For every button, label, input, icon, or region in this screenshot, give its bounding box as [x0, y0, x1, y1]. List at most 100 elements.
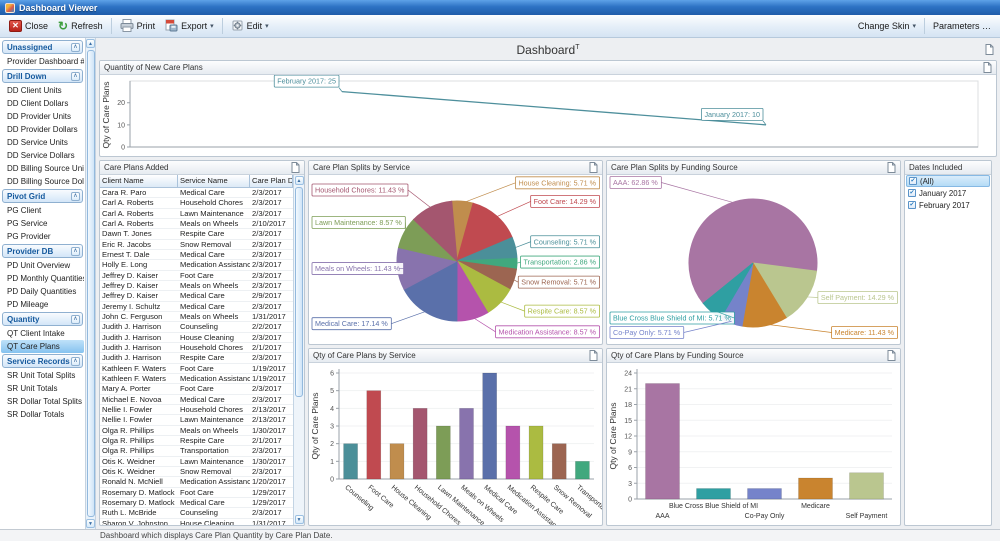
sidebar-item-pg-provider[interactable]: PG Provider [7, 232, 51, 241]
table-row[interactable]: Sharon V. Johnston House Cleaning 1/31/201… [100, 519, 293, 526]
table-row[interactable]: Cara R. Paro Medical Care 2/3/2017 [100, 188, 293, 199]
table-row[interactable]: Kathleen F. Waters Medication Assistance 1… [100, 374, 293, 385]
sidebar-item-pd-mileage[interactable]: PD Mileage [7, 300, 49, 309]
collapse-icon[interactable]: ∧ [71, 42, 80, 52]
table-scrollbar[interactable]: ▲ ▼ [293, 175, 304, 525]
svg-text:Blue Cross Blue Shield of MI:: Blue Cross Blue Shield of MI: 5.71 % [613, 314, 731, 323]
table-row[interactable]: Carl A. Roberts Meals on Wheels 2/10/2017 [100, 219, 293, 230]
table-row[interactable]: Otis K. Weidner Lawn Maintenance 1/30/2017 [100, 457, 293, 467]
sidebar-group-drill-down[interactable]: Drill Down ∧ [2, 69, 83, 83]
table-row[interactable]: Mary A. Porter Foot Care 2/3/2017 [100, 384, 293, 395]
collapse-icon[interactable]: ∧ [71, 356, 80, 366]
sidebar-item-pd-monthly-quantities[interactable]: PD Monthly Quantities [7, 274, 84, 283]
sidebar-item-sr-dollar-total-splits[interactable]: SR Dollar Total Splits [7, 397, 82, 406]
table-row[interactable]: Nellie I. Fowler Household Chores 2/13/201… [100, 405, 293, 416]
table-row[interactable]: Kathleen F. Waters Foot Care 1/19/2017 [100, 364, 293, 374]
collapse-icon[interactable]: ∧ [71, 314, 80, 324]
table-row[interactable]: Jeffrey D. Kaiser Foot Care 2/3/2017 [100, 271, 293, 281]
table-row[interactable]: Ernest T. Dale Medical Care 2/3/2017 [100, 250, 293, 261]
sidebar-item-dd-client-units[interactable]: DD Client Units [7, 86, 62, 95]
scroll-down-icon[interactable]: ▼ [294, 515, 304, 524]
panel-export-icon[interactable] [887, 162, 896, 173]
table-cell: Dawn T. Jones [100, 229, 178, 240]
parameters-button[interactable]: Parameters … [932, 21, 991, 31]
collapse-icon[interactable]: ∧ [71, 246, 80, 256]
sidebar-group-service-records[interactable]: Service Records ∧ [2, 354, 83, 368]
sidebar-item-qt-client-intake[interactable]: QT Client Intake [7, 329, 65, 338]
table-row[interactable]: Otis K. Weidner Snow Removal 2/3/2017 [100, 467, 293, 478]
table-row[interactable]: Judith J. Harrison Respite Care 2/3/2017 [100, 353, 293, 364]
sidebar-item-provider-dashboard-2[interactable]: Provider Dashboard #2 [7, 57, 84, 66]
table-row[interactable]: Judith J. Harrison Household Chores 2/1/20… [100, 343, 293, 354]
table-row[interactable]: Carl A. Roberts Lawn Maintenance 2/3/2017 [100, 209, 293, 219]
sidebar-scrollbar[interactable]: ▲ ▼ [86, 38, 96, 529]
scroll-down-icon[interactable]: ▼ [86, 519, 95, 528]
panel-export-icon[interactable] [887, 350, 896, 361]
collapse-icon[interactable]: ∧ [71, 191, 80, 201]
scroll-up-icon[interactable]: ▲ [86, 39, 95, 48]
sidebar-item-pg-client[interactable]: PG Client [7, 206, 42, 215]
date-filter-option[interactable]: ✔ February 2017 [906, 199, 990, 211]
date-filter-option[interactable]: ✔ (All) [906, 175, 990, 187]
print-button[interactable]: Print [115, 17, 161, 36]
table-row[interactable]: Carl A. Roberts Household Chores 2/3/2017 [100, 198, 293, 209]
scrollbar-thumb[interactable] [86, 50, 95, 517]
sidebar-item-sr-unit-totals[interactable]: SR Unit Totals [7, 384, 58, 393]
table-row[interactable]: Rosemary D. Matlock Medical Care 1/29/2017 [100, 498, 293, 509]
sidebar-group-pivot-grid[interactable]: Pivot Grid ∧ [2, 189, 83, 203]
sidebar-item-dd-service-dollars[interactable]: DD Service Dollars [7, 151, 75, 160]
panel-export-icon[interactable] [589, 350, 598, 361]
checkbox[interactable]: ✔ [908, 201, 916, 209]
export-button[interactable]: Export ▾ [160, 17, 219, 36]
sidebar-item-dd-provider-dollars[interactable]: DD Provider Dollars [7, 125, 78, 134]
sidebar-group-provider-db[interactable]: Provider DB ∧ [2, 244, 83, 258]
table-row[interactable]: Judith J. Harrison House Cleaning 2/3/2017 [100, 333, 293, 343]
table-row[interactable]: Rosemary D. Matlock Foot Care 1/29/2017 [100, 488, 293, 498]
table-row[interactable]: Olga R. Phillips Meals on Wheels 1/30/2017 [100, 426, 293, 436]
edit-button[interactable]: Edit ▾ [226, 17, 274, 36]
table-row[interactable]: Judith J. Harrison Counseling 2/2/2017 [100, 322, 293, 333]
table-row[interactable]: Olga R. Phillips Respite Care 2/1/2017 [100, 436, 293, 447]
sidebar-group-unassigned[interactable]: Unassigned ∧ [2, 40, 83, 54]
table-row[interactable]: Jeffrey D. Kaiser Medical Care 2/9/2017 [100, 291, 293, 302]
sidebar-item-dd-billing-source-units[interactable]: DD Billing Source Units [7, 164, 84, 173]
sidebar-group-quantity[interactable]: Quantity ∧ [2, 312, 83, 326]
refresh-button[interactable]: ↻ Refresh [58, 19, 103, 33]
table-row[interactable]: Michael E. Novoa Medical Care 2/3/2017 [100, 395, 293, 405]
scrollbar-thumb[interactable] [295, 187, 303, 397]
panel-export-icon[interactable] [983, 62, 992, 73]
sidebar-item-dd-client-dollars[interactable]: DD Client Dollars [7, 99, 69, 108]
panel-export-icon[interactable] [589, 162, 598, 173]
table-row[interactable]: Olga R. Phillips Transportation 2/3/2017 [100, 446, 293, 457]
column-header[interactable]: Service Name [178, 175, 250, 188]
dashboard-export-icon[interactable] [985, 44, 994, 55]
sidebar-item-sr-dollar-totals[interactable]: SR Dollar Totals [7, 410, 65, 419]
table-row[interactable]: Nellie I. Fowler Lawn Maintenance 2/13/201… [100, 415, 293, 426]
table-row[interactable]: Holly E. Long Medication Assistance 2/3/20… [100, 260, 293, 271]
table-row[interactable]: Jeffrey D. Kaiser Meals on Wheels 2/3/2017 [100, 281, 293, 292]
sidebar-item-dd-billing-source-dollars[interactable]: DD Billing Source Dollars [7, 177, 84, 186]
sidebar-item-dd-service-units[interactable]: DD Service Units [7, 138, 68, 147]
table-row[interactable]: Ruth L. McBride Counseling 2/3/2017 [100, 508, 293, 519]
sidebar-item-pd-unit-overview[interactable]: PD Unit Overview [7, 261, 71, 270]
sidebar-item-pd-daily-quantities[interactable]: PD Daily Quantities [7, 287, 77, 296]
table-row[interactable]: Eric R. Jacobs Snow Removal 2/3/2017 [100, 240, 293, 250]
scroll-up-icon[interactable]: ▲ [294, 176, 304, 185]
table-row[interactable]: Ronald N. McNiell Medication Assistance 1/… [100, 477, 293, 488]
date-filter-option[interactable]: ✔ January 2017 [906, 187, 990, 199]
column-header[interactable]: Care Plan Date [250, 175, 293, 188]
sidebar-item-sr-unit-total-splits[interactable]: SR Unit Total Splits [7, 371, 76, 380]
sidebar-item-qt-care-plans[interactable]: QT Care Plans [1, 340, 84, 353]
collapse-icon[interactable]: ∧ [71, 71, 80, 81]
table-row[interactable]: Dawn T. Jones Respite Care 2/3/2017 [100, 229, 293, 240]
table-row[interactable]: Jeremy I. Schultz Medical Care 2/3/2017 [100, 302, 293, 312]
panel-export-icon[interactable] [291, 162, 300, 173]
close-button[interactable]: ✕ Close [4, 18, 53, 34]
column-header[interactable]: Client Name [100, 175, 178, 188]
table-row[interactable]: John C. Ferguson Meals on Wheels 1/31/2017 [100, 312, 293, 323]
sidebar-item-pg-service[interactable]: PG Service [7, 219, 48, 228]
sidebar-item-dd-provider-units[interactable]: DD Provider Units [7, 112, 72, 121]
checkbox[interactable]: ✔ [908, 189, 916, 197]
checkbox[interactable]: ✔ [909, 177, 917, 185]
change-skin-button[interactable]: Change Skin ▾ [857, 21, 916, 31]
